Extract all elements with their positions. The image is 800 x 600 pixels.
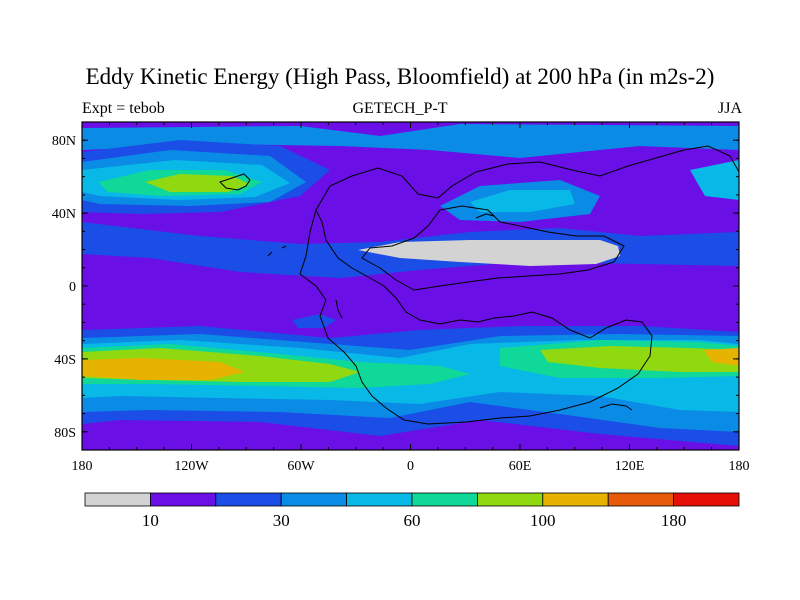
colorbar-swatch <box>149 492 217 507</box>
lon-tick-label: 60W <box>287 459 315 474</box>
colorbar-swatch <box>411 492 478 507</box>
contour-band-sh-pacific-peak <box>82 358 245 380</box>
coastline-island-b <box>267 245 287 257</box>
colorbar-label: 180 <box>661 511 687 530</box>
lat-tick-label: 80S <box>54 426 76 441</box>
lon-tick-label: 120W <box>174 459 209 474</box>
lon-tick-label: 0 <box>407 459 414 474</box>
colorbar: 10 30 60 100 180 <box>84 492 740 530</box>
contour-patch-equatorial <box>292 314 336 328</box>
experiment-label: Expt = tebob <box>82 100 165 117</box>
season-label: JJA <box>717 100 742 117</box>
colorbar-swatch <box>84 492 151 507</box>
colorbar-swatch <box>542 492 609 507</box>
dataset-label: GETECH_P-T <box>352 100 448 117</box>
colorbar-swatch <box>280 492 348 507</box>
lat-tick-label: 40S <box>54 353 76 368</box>
lon-tick-label: 60E <box>509 459 532 474</box>
colorbar-label: 10 <box>142 511 159 530</box>
lat-tick-label: 40N <box>52 207 76 222</box>
coastline-island-nw <box>219 173 251 191</box>
coastline-southern-continent <box>299 208 653 425</box>
coastline-tethys <box>361 205 625 291</box>
lat-tick-label: 80N <box>52 134 76 149</box>
colorbar-swatch <box>346 492 413 507</box>
colorbar-swatch <box>673 492 740 507</box>
coastline-north <box>315 145 740 211</box>
contour-band-sh-indian-inner <box>540 346 739 372</box>
colorbar-label: 30 <box>273 511 290 530</box>
contour-band-east-edge <box>690 160 739 200</box>
lon-tick-label: 180 <box>72 459 93 474</box>
lon-tick-label: 120E <box>615 459 645 474</box>
contour-band-sh-east-peak <box>704 348 739 366</box>
lat-tick-label: 0 <box>69 280 76 295</box>
contour-region-below-10 <box>358 240 620 266</box>
contour-field <box>82 122 739 450</box>
contour-band-nh-polar <box>82 124 739 158</box>
coastline-island-se <box>599 403 633 411</box>
coastline-island-a <box>475 213 495 219</box>
map-title: Eddy Kinetic Energy (High Pass, Bloomfie… <box>85 64 715 89</box>
colorbar-swatch <box>476 492 544 507</box>
lon-tick-label: 180 <box>729 459 750 474</box>
colorbar-label: 60 <box>404 511 421 530</box>
contour-band-asia-north-inner <box>470 190 575 212</box>
latitude-axis: 80N 40N 0 40S 80S <box>52 121 739 451</box>
colorbar-label: 100 <box>530 511 556 530</box>
coastline-island-c <box>335 299 343 319</box>
coastlines <box>219 145 740 425</box>
contour-band-nh-pacific-peak <box>145 174 250 192</box>
colorbar-swatch <box>607 492 675 507</box>
longitude-axis: 180 120W 60W 0 60E 120E 180 <box>72 122 750 474</box>
colorbar-swatch <box>215 492 282 507</box>
